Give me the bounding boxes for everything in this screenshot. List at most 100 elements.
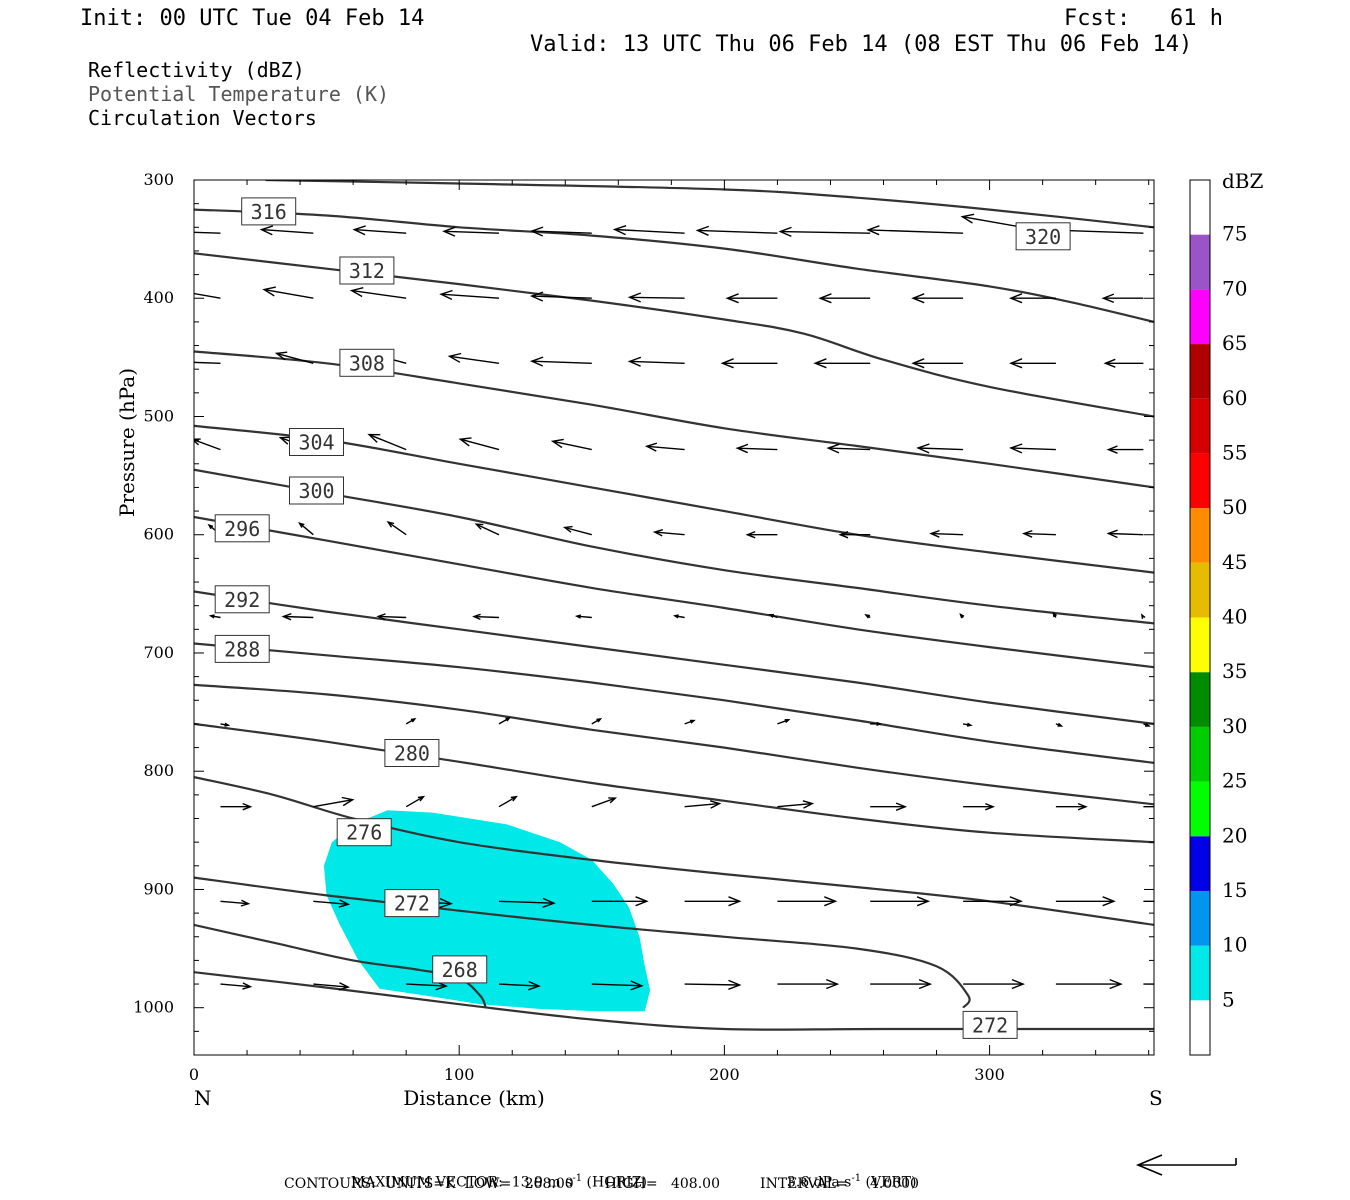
colorbar-tick-label: 10 [1222, 933, 1247, 957]
svg-text:320: 320 [1025, 225, 1061, 249]
circulation-vector [778, 226, 871, 237]
contour-label: 288 [214, 634, 270, 663]
colorbar-swatch [1190, 781, 1210, 837]
y-tick-label: 700 [143, 643, 174, 662]
circulation-vector [652, 529, 685, 537]
theta-contour-280 [194, 722, 1154, 844]
circulation-vector [870, 721, 883, 727]
theta-contour-316 [194, 208, 1154, 323]
circulation-vector [813, 358, 871, 369]
circulation-vector [1140, 613, 1146, 620]
theta-contour-276 [194, 776, 1154, 926]
plot-frame [193, 179, 1155, 1056]
circulation-vector [1052, 611, 1057, 618]
circulation-vector [627, 292, 685, 303]
colorbar-swatch [1190, 726, 1210, 782]
colorbar-swatch [1190, 398, 1210, 454]
circulation-vector [220, 802, 253, 811]
colorbar-tick-label: 20 [1222, 823, 1247, 847]
theta-contour-312 [194, 252, 1154, 418]
circulation-vector [274, 351, 314, 364]
colorbar-swatch [1190, 617, 1210, 673]
colorbar-swatch [1190, 508, 1210, 563]
circulation-vector [1101, 293, 1144, 304]
circulation-vector [1009, 293, 1056, 304]
svg-text:300: 300 [298, 479, 334, 503]
circulation-vector [684, 719, 696, 725]
circulation-vector [684, 979, 742, 990]
colorbar-swatch [1190, 945, 1210, 1001]
svg-text:312: 312 [349, 259, 385, 283]
circulation-vector [870, 802, 908, 811]
circulation-vector [562, 525, 592, 536]
contour-label: 312 [339, 256, 395, 285]
forecast-hour: Fcst: 61 h [1064, 6, 1223, 31]
circulation-vector [672, 614, 685, 619]
circulation-vector [367, 433, 407, 451]
circulation-vector [745, 530, 778, 539]
circulation-vector [529, 291, 592, 302]
legend-reflectivity: Reflectivity (dBZ) [88, 58, 305, 82]
circulation-vector [472, 613, 500, 621]
circulation-vector [220, 899, 251, 907]
svg-text:292: 292 [224, 588, 260, 612]
colorbar-swatch [1190, 234, 1210, 290]
circulation-vector [349, 287, 407, 299]
circulation-vector [259, 225, 314, 236]
circulation-vector [1143, 806, 1154, 808]
init-time: Init: 00 UTC Tue 04 Feb 14 [80, 6, 425, 31]
colorbar-tick-label: 50 [1222, 495, 1247, 519]
circulation-vector [352, 225, 407, 236]
colorbar-frame [1189, 179, 1211, 1056]
circulation-vector [194, 231, 221, 234]
theta-contour-268 [194, 923, 487, 1009]
circulation-vector [405, 717, 417, 725]
svg-text:280: 280 [394, 742, 430, 766]
circulation-vector [591, 797, 618, 808]
circulation-vector [777, 896, 838, 907]
circulation-vector [870, 978, 933, 990]
y-tick-label: 400 [143, 288, 174, 307]
circulation-vector [627, 356, 685, 367]
circulation-vector [529, 356, 592, 367]
circulation-vector [864, 614, 871, 619]
svg-text:296: 296 [224, 517, 260, 541]
circulation-vector [963, 802, 995, 811]
colorbar-tick-label: 15 [1222, 878, 1247, 902]
theta-contour-308 [194, 350, 1154, 489]
circulation-vector [1022, 529, 1056, 538]
circulation-vector [720, 358, 778, 369]
colorbar-swatch [1190, 836, 1210, 891]
circulation-vector [498, 795, 518, 808]
x-axis-title: Distance (km) [403, 1086, 545, 1110]
circulation-vector [962, 722, 973, 727]
colorbar-swatch [1190, 453, 1210, 509]
colorbar-tick-label: 5 [1222, 987, 1235, 1011]
contour-label: 276 [336, 818, 392, 847]
theta-contour-320 [265, 180, 1154, 229]
theta-contour-272 [194, 971, 1154, 1031]
circulation-vector [963, 978, 1025, 990]
y-axis-title: Pressure (hPa) [115, 368, 139, 517]
circulation-vector [826, 443, 871, 454]
circulation-vector [1106, 445, 1144, 454]
circulation-vector [474, 523, 500, 536]
x-end-label-south: S [1149, 1086, 1163, 1110]
contour-label: 292 [214, 585, 270, 614]
circulation-vector [612, 225, 685, 236]
circulation-vector [574, 614, 592, 619]
valid-time: Valid: 13 UTC Thu 06 Feb 14 (08 EST Thu … [530, 32, 1193, 57]
circulation-vector [911, 293, 964, 304]
circulation-vector [262, 286, 314, 299]
colorbar-tick-label: 30 [1222, 714, 1247, 738]
colorbar-tick-label: 45 [1222, 550, 1247, 574]
circulation-vector [220, 982, 253, 990]
svg-text:308: 308 [349, 351, 385, 375]
circulation-vector [1106, 529, 1144, 539]
colorbar-tick-label: 65 [1222, 331, 1247, 355]
circulation-vector [439, 289, 500, 301]
circulation-vector [298, 522, 314, 536]
circulation-vector [405, 795, 426, 808]
circulation-vector [591, 896, 649, 907]
circulation-vector [1055, 978, 1123, 990]
